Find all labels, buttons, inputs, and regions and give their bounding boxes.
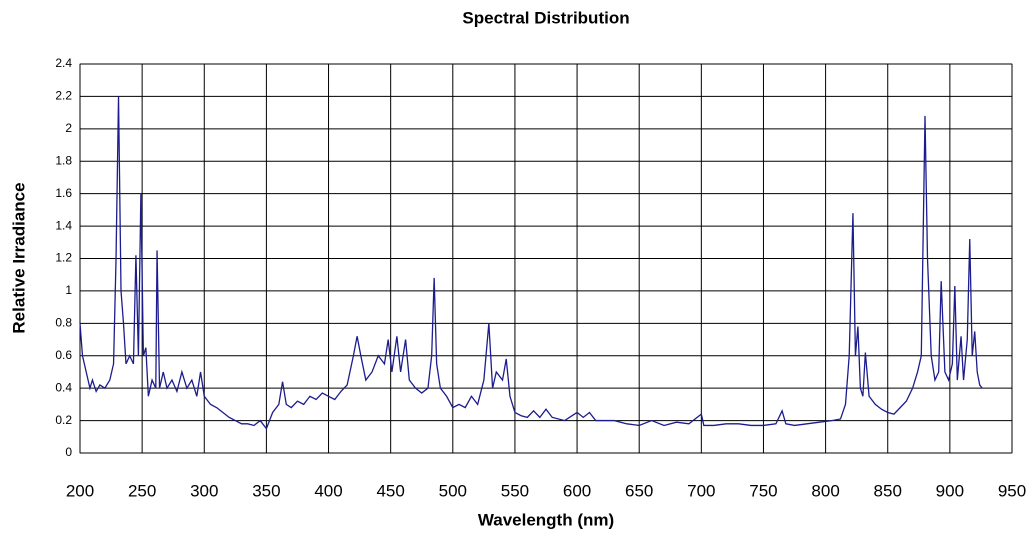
x-tick-label: 850 xyxy=(874,481,902,500)
x-tick-label: 600 xyxy=(563,481,591,500)
chart-title: Spectral Distribution xyxy=(462,8,629,27)
x-axis-label: Wavelength (nm) xyxy=(478,510,614,529)
x-tick-label: 250 xyxy=(128,481,156,500)
y-tick-label: 1.8 xyxy=(55,153,72,167)
y-tick-label: 1.2 xyxy=(55,251,72,265)
x-tick-label: 300 xyxy=(190,481,218,500)
x-tick-label: 350 xyxy=(252,481,280,500)
x-tick-label: 550 xyxy=(501,481,529,500)
y-tick-label: 0.6 xyxy=(55,348,72,362)
spectrum-line xyxy=(79,96,983,431)
y-tick-label: 0 xyxy=(65,445,72,459)
x-tick-label: 400 xyxy=(314,481,342,500)
y-tick-label: 0.2 xyxy=(55,413,72,427)
y-tick-label: 1.6 xyxy=(55,186,72,200)
y-tick-label: 0.4 xyxy=(55,380,72,394)
x-tick-label: 900 xyxy=(936,481,964,500)
x-tick-label: 650 xyxy=(625,481,653,500)
y-tick-label: 2.2 xyxy=(55,89,72,103)
x-tick-label: 750 xyxy=(749,481,777,500)
x-tick-label: 800 xyxy=(811,481,839,500)
y-tick-label: 0.8 xyxy=(55,316,72,330)
y-tick-label: 1 xyxy=(65,283,72,297)
y-tick-label: 2 xyxy=(65,121,72,135)
x-tick-label: 950 xyxy=(998,481,1026,500)
y-tick-label: 2.4 xyxy=(55,56,72,70)
x-tick-label: 700 xyxy=(687,481,715,500)
y-tick-label: 1.4 xyxy=(55,218,72,232)
y-axis-label: Relative Irradiance xyxy=(9,182,28,333)
x-tick-label: 500 xyxy=(439,481,467,500)
x-tick-label: 450 xyxy=(376,481,404,500)
x-tick-label: 200 xyxy=(66,481,94,500)
